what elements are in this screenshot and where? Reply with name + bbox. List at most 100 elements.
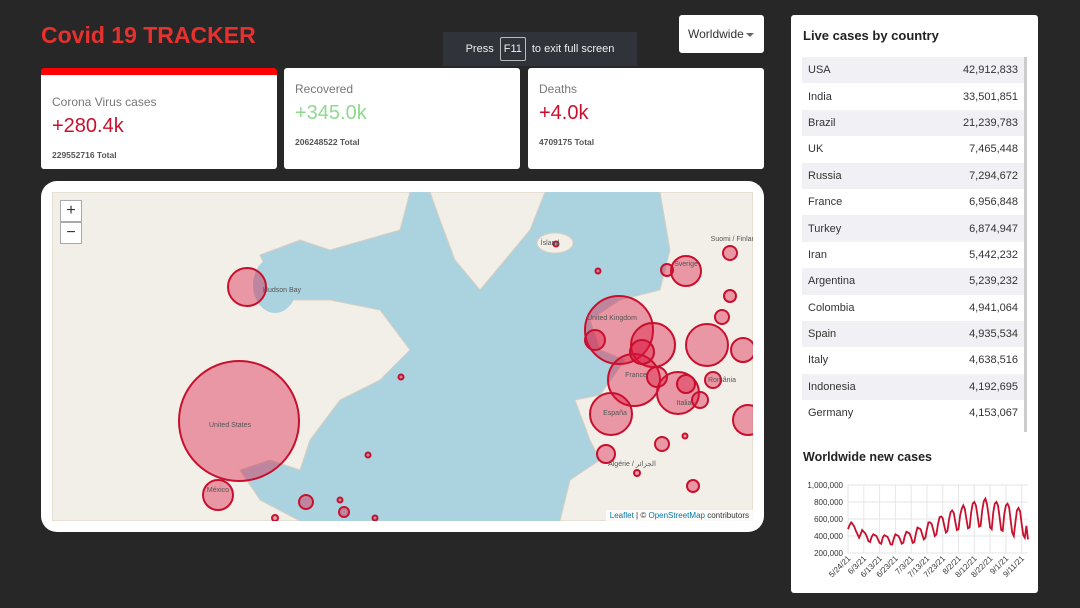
y-tick-label: 600,000 <box>814 515 843 524</box>
cases-card[interactable]: Corona Virus cases +280.4k 229552716 Total <box>41 68 277 169</box>
country-name: Germany <box>808 407 854 420</box>
case-circle <box>654 436 670 452</box>
case-circle <box>298 494 314 510</box>
case-circle <box>670 255 702 287</box>
zoom-out[interactable]: − <box>60 222 82 244</box>
country-name: India <box>808 90 832 103</box>
card-total: 229552716 Total <box>52 150 117 160</box>
country-cases: 5,442,232 <box>969 248 1018 261</box>
table-row: India 33,501,851 <box>802 83 1024 109</box>
recovered-card[interactable]: Recovered +345.0k 206248522 Total <box>284 68 520 169</box>
table-row: Turkey 6,874,947 <box>802 215 1024 242</box>
map-label: Ísland <box>541 238 560 247</box>
y-tick-label: 200,000 <box>814 549 843 558</box>
country-dropdown[interactable]: Worldwide <box>679 15 764 53</box>
country-cases: 4,638,516 <box>969 354 1018 367</box>
map-label: México <box>207 487 229 494</box>
country-name: Turkey <box>808 222 842 235</box>
case-circle <box>676 374 696 394</box>
country-cases: 21,239,783 <box>962 116 1018 129</box>
land <box>52 192 411 521</box>
land <box>536 232 574 254</box>
card-today: +4.0k <box>539 102 589 124</box>
table-row: Brazil 21,239,783 <box>802 109 1024 137</box>
case-circle <box>629 339 655 365</box>
map-label: Sverige <box>674 261 698 268</box>
map-label: România <box>708 377 736 384</box>
card-title: Recovered <box>295 82 354 96</box>
case-circle <box>704 371 722 389</box>
country-table: USA 42,912,833 India 33,501,851 Brazil 21,239… <box>802 57 1027 432</box>
table-row: Iran 5,442,232 <box>802 242 1024 268</box>
table-row: France 6,956,848 <box>802 189 1024 215</box>
land <box>559 192 753 521</box>
case-circle <box>714 309 730 325</box>
case-circle <box>371 514 379 521</box>
card-total: 206248522 Total <box>295 137 360 147</box>
case-circle <box>686 479 700 493</box>
country-name: Italy <box>808 354 829 367</box>
map-label: España <box>603 410 627 417</box>
country-cases: 4,935,534 <box>969 328 1018 341</box>
country-cases: 5,239,232 <box>969 275 1018 288</box>
case-circle <box>646 366 668 388</box>
case-circle <box>730 337 753 363</box>
map-label: Hudson Bay <box>263 287 302 294</box>
map[interactable]: Hudson Bay United States México Ísland Sveri… <box>52 192 753 521</box>
case-circle <box>691 391 709 409</box>
card-today: +280.4k <box>52 115 124 137</box>
land <box>429 192 546 291</box>
table-row: Germany 4,153,067 <box>802 400 1024 426</box>
case-circle <box>685 323 729 367</box>
attr-text: | © <box>636 511 647 520</box>
table-row: USA 42,912,833 <box>802 57 1024 84</box>
case-circle <box>660 263 674 277</box>
map-layer: Hudson Bay United States México Ísland Sveri… <box>52 192 753 521</box>
y-tick-label: 800,000 <box>814 498 843 507</box>
map-label: Algérie / الجزائر <box>608 460 656 468</box>
cases-line <box>847 496 1029 546</box>
table-row: Russia 7,294,672 <box>802 162 1024 189</box>
deaths-card[interactable]: Deaths +4.0k 4709175 Total <box>528 68 764 169</box>
country-cases: 6,956,848 <box>969 196 1018 209</box>
case-circle <box>397 373 405 381</box>
case-circle <box>552 240 560 248</box>
notice-key: F11 <box>499 37 526 61</box>
leaflet-link[interactable]: Leaflet <box>609 511 634 520</box>
card-title: Corona Virus cases <box>52 95 157 109</box>
attribution: Leaflet | © OpenStreetMap contributors <box>605 510 753 521</box>
y-tick-label: 1,000,000 <box>807 481 843 490</box>
table-row: UK 7,465,448 <box>802 136 1024 162</box>
country-cases: 6,874,947 <box>969 222 1018 235</box>
country-name: USA <box>808 64 831 77</box>
country-name: France <box>808 196 843 209</box>
y-tick-label: 400,000 <box>814 532 843 541</box>
country-name: UK <box>808 143 824 156</box>
line-chart: 200,000400,000600,000800,0001,000,0005/2… <box>807 481 1029 579</box>
case-circle <box>584 329 606 351</box>
country-name: Brazil <box>808 116 836 129</box>
country-cases: 4,192,695 <box>969 380 1018 393</box>
card-total: 4709175 Total <box>539 137 595 147</box>
water <box>253 257 297 313</box>
zoom-in[interactable]: + <box>60 200 82 222</box>
map-label: Italia <box>677 400 692 407</box>
country-name: Spain <box>808 328 837 341</box>
case-circle <box>178 360 300 482</box>
case-circle <box>589 392 633 436</box>
country-name: Indonesia <box>808 380 856 393</box>
app-title: Covid 19 TRACKER <box>41 22 256 48</box>
map-label: United Kingdom <box>587 315 637 322</box>
case-circle <box>732 404 753 436</box>
card-today: +345.0k <box>295 102 367 124</box>
notice-text: to exit full screen <box>531 43 615 55</box>
table-row: Italy 4,638,516 <box>802 347 1024 373</box>
case-circle <box>271 514 279 521</box>
osm-link[interactable]: OpenStreetMap <box>648 511 705 520</box>
country-name: Russia <box>808 169 842 182</box>
case-circle <box>633 469 641 477</box>
attr-text: contributors <box>707 511 749 520</box>
country-cases: 7,294,672 <box>969 169 1018 182</box>
map-label: United States <box>209 422 252 429</box>
